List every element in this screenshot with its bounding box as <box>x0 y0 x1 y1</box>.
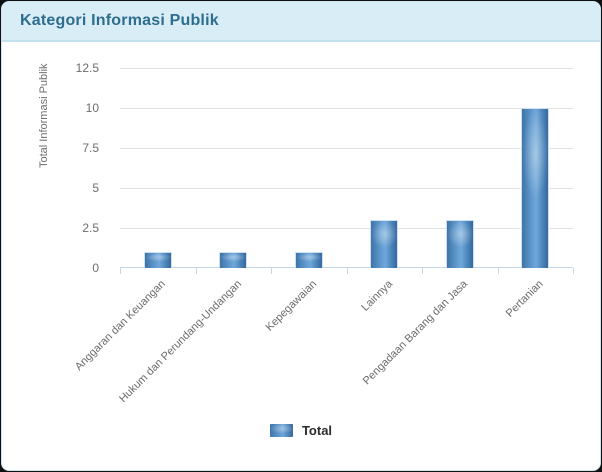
y-tick-label-12.5: 12.5 <box>75 61 99 75</box>
bar-kepegawaian[interactable] <box>294 252 323 268</box>
gridline-y-10 <box>120 108 573 109</box>
x-axis-tick <box>346 268 348 274</box>
y-tick-label-5: 5 <box>92 181 99 195</box>
x-axis-tick <box>497 268 499 274</box>
y-tick-label-0: 0 <box>92 261 99 275</box>
card-header: Kategori Informasi Publik <box>2 2 600 42</box>
legend-swatch-total <box>269 423 293 437</box>
bar-anggaran-dan-keuangan[interactable] <box>143 252 172 268</box>
bar-hukum-dan-perundang-undangan[interactable] <box>219 252 248 268</box>
plot-area <box>120 68 574 274</box>
gridline-y-7.5 <box>120 148 573 149</box>
x-axis-tick <box>271 268 272 274</box>
gridline-y-12.5 <box>120 68 573 69</box>
legend[interactable]: Total <box>2 420 600 440</box>
bar-pertanian[interactable] <box>521 108 550 268</box>
x-category-label-hukum-dan-perundang-undangan: Hukum dan Perundang-Undangan <box>116 278 244 405</box>
gridline-y-5 <box>120 188 573 189</box>
bar-lainnya[interactable] <box>370 220 399 268</box>
chart-area: Total Informasi Publik 0 2.5 5 7.5 10 12.5 An… <box>2 42 600 470</box>
x-axis-line <box>120 267 573 268</box>
y-tick-label-10: 10 <box>85 101 99 115</box>
gridline-y-2.5 <box>120 228 573 229</box>
x-axis-tick <box>422 268 423 274</box>
x-axis-tick <box>120 268 121 274</box>
x-axis-tick <box>195 268 197 274</box>
bar-pengadaan-barang-dan-jasa[interactable] <box>445 220 474 268</box>
x-axis-tick <box>573 268 574 274</box>
x-category-label-lainnya: Lainnya <box>358 278 395 314</box>
x-category-label-kepegawaian: Kepegawaian <box>263 278 320 334</box>
chart-title: Kategori Informasi Publik <box>20 12 219 29</box>
y-tick-label-7.5: 7.5 <box>82 141 99 155</box>
y-tick-label-2.5: 2.5 <box>82 221 99 235</box>
legend-label-total: Total <box>301 422 333 438</box>
x-category-label-pertanian: Pertanian <box>503 278 546 320</box>
